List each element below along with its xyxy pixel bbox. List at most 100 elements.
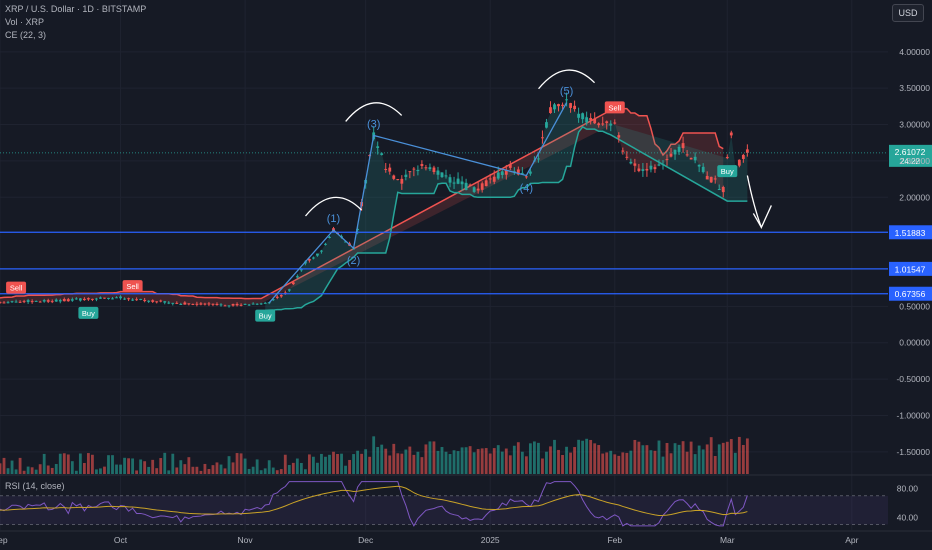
volume-bar <box>545 451 548 474</box>
volume-bar <box>613 454 617 474</box>
candle-body <box>163 301 167 303</box>
candle-body <box>167 302 171 304</box>
candle-body <box>452 182 456 184</box>
level-tag <box>889 286 932 301</box>
volume-bar <box>400 453 404 474</box>
buy-signal-badge <box>717 165 738 178</box>
volume-bar <box>669 453 673 474</box>
volume-bar <box>259 470 263 474</box>
wave-label: (2) <box>347 255 360 267</box>
candle-body <box>187 303 191 305</box>
candle-body <box>741 154 745 159</box>
currency-button[interactable]: USD <box>892 4 924 22</box>
volume-bar <box>219 464 223 474</box>
time-axis[interactable]: Sep Oct Nov Dec 2025 Feb Mar Apr <box>0 530 932 545</box>
volume-bar <box>553 439 556 474</box>
candle-body <box>593 118 597 124</box>
elliott-wave-drawing[interactable]: (1) (2) (3) (4) (5) <box>268 69 772 304</box>
level-label: 1.01547 <box>895 264 926 274</box>
volume-bar <box>179 460 183 474</box>
candle-body <box>693 156 697 161</box>
rsi-legend[interactable]: RSI (14, close) <box>5 481 65 491</box>
volume-bar <box>235 453 239 474</box>
candle-body <box>203 303 207 305</box>
volume-bar <box>275 470 279 474</box>
candle-body <box>111 298 114 300</box>
candle-body <box>504 170 508 175</box>
candle-body <box>460 181 464 185</box>
candle-body <box>99 297 102 299</box>
candle-body <box>697 164 701 167</box>
candle-body <box>476 188 480 191</box>
volume-bar <box>456 451 460 474</box>
ce-legend[interactable]: CE (22, 3) <box>5 30 47 40</box>
volume-bar <box>464 447 468 474</box>
symbol-title[interactable]: XRP / U.S. Dollar · 1D · BITSTAMP <box>5 4 147 14</box>
price-tick-label: 0.00000 <box>899 338 930 348</box>
volume-bar <box>741 444 745 474</box>
volume-bar <box>705 444 709 474</box>
candle-body <box>255 303 259 305</box>
volume-bar <box>605 452 609 474</box>
volume-bar <box>251 466 255 474</box>
volume-bar <box>255 459 259 474</box>
volume-bar <box>344 465 347 474</box>
volume-bar <box>649 450 653 474</box>
candle-body <box>709 176 713 183</box>
candle-body <box>10 301 14 303</box>
volume-bar <box>303 469 307 474</box>
candle-body <box>26 300 30 303</box>
hand-drawn-arc <box>345 102 403 122</box>
buy-signal-badge <box>78 306 99 319</box>
candle-body <box>669 153 673 157</box>
volume-bar <box>58 453 62 474</box>
candle-body <box>605 121 609 123</box>
volume-bar <box>416 451 420 474</box>
candle-body <box>388 167 392 172</box>
level-tag <box>889 261 932 276</box>
volume-bar <box>737 436 741 474</box>
volume-bar <box>657 440 661 474</box>
volume-bar <box>444 451 448 474</box>
rsi-pane[interactable]: 80.00 40.00 <box>0 474 932 527</box>
candle-body <box>468 184 472 186</box>
candle-body <box>524 176 528 178</box>
candle-body <box>492 176 496 182</box>
candle-body <box>601 123 605 125</box>
last-price-tag <box>889 144 932 167</box>
price-axis[interactable]: 4.00000 3.50000 3.00000 2.50000 2.00000 0.500… <box>896 47 930 457</box>
volume-bar <box>452 450 456 474</box>
volume-bar <box>709 437 713 474</box>
candle-body <box>400 178 404 184</box>
buy-signal-badge <box>255 309 276 322</box>
volume-bar <box>681 441 685 474</box>
volume-bar <box>500 451 504 474</box>
time-tick-label: Sep <box>0 535 8 545</box>
volume-bar <box>581 440 585 474</box>
volume-bar <box>633 439 637 474</box>
volume-bar <box>187 457 191 474</box>
volume-bar <box>573 447 576 474</box>
volume-bar <box>352 454 355 474</box>
candle-body <box>557 104 560 107</box>
volume-bar <box>171 453 175 474</box>
last-price-label: 2.61072 <box>895 147 926 157</box>
volume-bar <box>291 462 295 474</box>
volume-bar <box>512 445 516 474</box>
candle-body <box>219 304 223 306</box>
candle-body <box>271 299 275 301</box>
volume-bar <box>271 467 275 474</box>
volume-bar <box>155 468 159 474</box>
volume-bar <box>115 464 118 474</box>
volume-bar <box>504 448 508 474</box>
volume-bar <box>18 457 22 474</box>
volume-bar <box>95 469 98 474</box>
price-tick-label: 4.00000 <box>899 47 930 57</box>
volume-bar <box>617 455 621 474</box>
candle-body <box>464 182 468 190</box>
volume-legend[interactable]: Vol · XRP <box>5 17 45 27</box>
candle-body <box>585 117 589 123</box>
volume-bar <box>713 455 717 474</box>
